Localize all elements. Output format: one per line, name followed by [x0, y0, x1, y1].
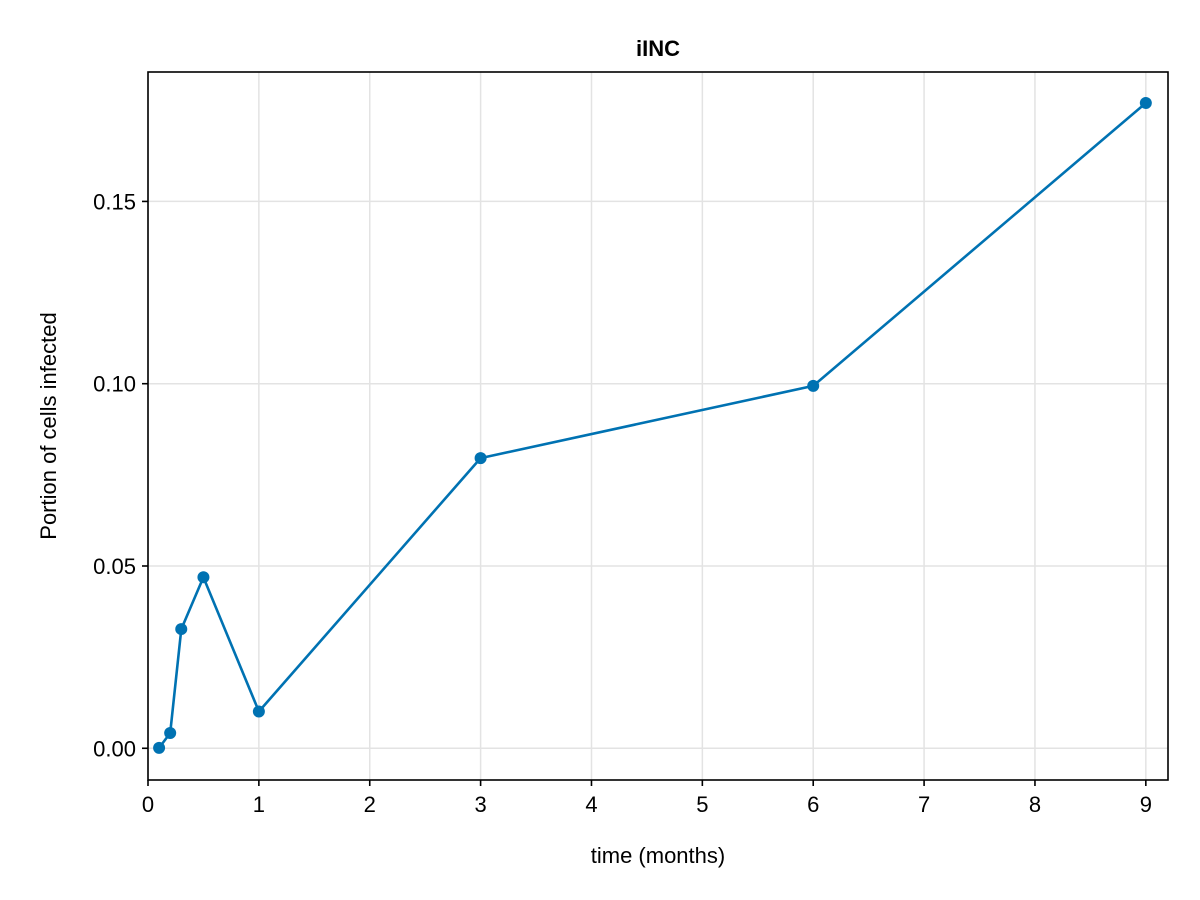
data-point	[1139, 96, 1152, 109]
data-point	[252, 705, 265, 718]
x-tick-label: 5	[696, 792, 708, 817]
y-tick-label: 0.00	[93, 736, 136, 761]
series-line	[158, 102, 1147, 749]
x-tick-label: 9	[1140, 792, 1152, 817]
data-point	[474, 452, 487, 465]
data-point	[153, 741, 166, 754]
data-point	[807, 379, 820, 392]
y-tick-label: 0.05	[93, 554, 136, 579]
series-layer	[153, 96, 1152, 754]
x-tick-label: 6	[807, 792, 819, 817]
y-axis-label: Portion of cells infected	[36, 312, 61, 539]
data-point	[197, 571, 210, 584]
axis-ticks: 0 1 2 3 4 5 6 7 8 9 0.00 0.05 0.10 0.15	[93, 189, 1152, 817]
x-tick-label: 8	[1029, 792, 1041, 817]
data-point	[164, 726, 177, 739]
x-tick-label: 4	[585, 792, 597, 817]
y-tick-label: 0.15	[93, 189, 136, 214]
data-point	[175, 623, 188, 636]
grid-lines	[147, 72, 1168, 780]
x-tick-label: 1	[253, 792, 265, 817]
x-tick-label: 7	[918, 792, 930, 817]
x-tick-label: 2	[364, 792, 376, 817]
x-tick-label: 3	[474, 792, 486, 817]
x-axis-label: time (months)	[591, 843, 725, 868]
chart-title: iINC	[636, 36, 680, 61]
x-tick-label: 0	[142, 792, 154, 817]
y-tick-label: 0.10	[93, 372, 136, 397]
plot-frame	[147, 71, 1169, 781]
